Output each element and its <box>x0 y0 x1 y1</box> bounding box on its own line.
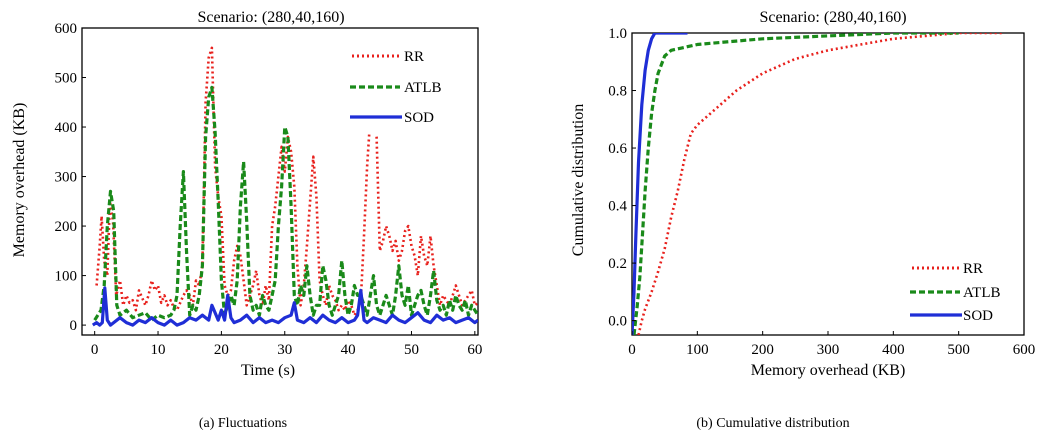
chart-a-series-rr-line <box>95 46 478 317</box>
chart-a-ytick-label: 200 <box>55 219 78 235</box>
chart-a-ylabel: Memory overhead (KB) <box>11 103 28 258</box>
chart-a-xtick-label: 60 <box>467 342 482 358</box>
legend-a-sod-label: SOD <box>404 110 434 126</box>
chart-b-xtick-label: 0 <box>628 342 636 358</box>
chart-a-xtick-label: 10 <box>151 342 166 358</box>
chart-b-series-sod-line <box>632 33 688 335</box>
chart-a-ytick-label: 600 <box>55 21 78 37</box>
chart-a-ytick-label: 100 <box>55 269 78 285</box>
chart-a-xtick-label: 20 <box>214 342 229 358</box>
chart-b-xtick-label: 100 <box>686 342 709 358</box>
chart-b-ytick-label: 0.0 <box>608 314 627 330</box>
chart-b-ytick-label: 1.0 <box>608 26 627 42</box>
chart-b-xtick-label: 600 <box>1013 342 1036 358</box>
caption-a: (a) Fluctuations <box>199 416 287 431</box>
legend-a-rr-label: RR <box>404 49 424 65</box>
chart-b-legend: RR ATLB SOD <box>900 256 1018 328</box>
chart-a-ytick-label: 300 <box>55 170 78 186</box>
chart-b-xtick-label: 200 <box>751 342 774 358</box>
chart-a-xtick-label: 30 <box>277 342 292 358</box>
chart-a-ytick-label: 0 <box>70 318 78 334</box>
chart-a-xtick-label: 40 <box>341 342 356 358</box>
chart-a-legend: RR ATLB SOD <box>344 38 472 134</box>
chart-b-ytick-label: 0.8 <box>608 84 627 100</box>
chart-b-xtick-label: 500 <box>947 342 970 358</box>
chart-a-title: Scenario: (280,40,160) <box>197 9 344 26</box>
chart-b-xtick-label: 300 <box>817 342 840 358</box>
fluctuations-chart: Scenario: (280,40,160) 0 10 20 30 40 50 600100… <box>11 9 482 431</box>
chart-b-ticks: 0 100 200 300 400 500 600 0.0 0.2 0.4 0.6 0.8 1.0 <box>608 26 1035 358</box>
legend-b-rr-label: RR <box>963 261 983 277</box>
chart-b-xlabel: Memory overhead (KB) <box>751 362 906 379</box>
caption-b: (b) Cumulative distribution <box>696 416 849 431</box>
chart-a-ytick-label: 500 <box>55 71 78 87</box>
legend-b-atlb-label: ATLB <box>963 285 1001 301</box>
chart-a-xtick-label: 50 <box>404 342 419 358</box>
chart-a-series <box>91 46 478 327</box>
chart-b-ylabel: Cumulative distribution <box>570 104 587 256</box>
chart-b-xtick-label: 400 <box>882 342 905 358</box>
chart-a-xtick-label: 0 <box>91 342 99 358</box>
chart-b-ytick-label: 0.2 <box>608 256 627 272</box>
chart-b-title: Scenario: (280,40,160) <box>759 9 906 26</box>
legend-a-atlb-label: ATLB <box>404 80 442 96</box>
chart-b-ytick-label: 0.6 <box>608 141 627 157</box>
chart-a-xlabel: Time (s) <box>241 362 295 379</box>
chart-a-series-sod-line <box>91 286 478 327</box>
cumulative-chart: Scenario: (280,40,160) 0 100 200 300 400 500 6… <box>570 9 1035 431</box>
chart-b-series <box>632 33 1005 335</box>
chart-b-series-atlb-line <box>632 33 959 335</box>
legend-b-sod-label: SOD <box>963 308 993 324</box>
chart-b-ytick-label: 0.4 <box>608 199 627 215</box>
chart-a-ytick-label: 400 <box>55 120 78 136</box>
chart-a-series-atlb-line <box>93 85 478 322</box>
